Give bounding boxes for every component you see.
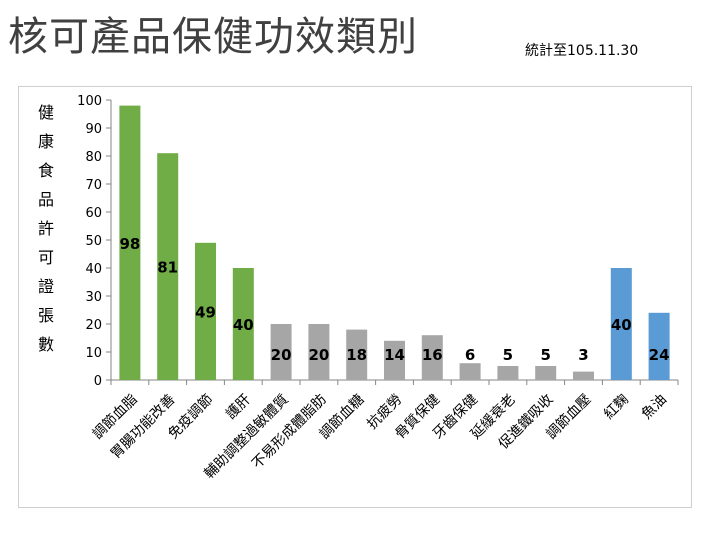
date-note: 統計至105.11.30 bbox=[525, 43, 639, 59]
bar bbox=[270, 324, 292, 380]
data-label: 16 bbox=[422, 346, 443, 364]
bar bbox=[648, 312, 670, 380]
bar bbox=[535, 366, 557, 380]
data-label: 14 bbox=[384, 346, 405, 364]
data-label: 6 bbox=[465, 346, 475, 364]
page-title: 核可產品保健功效類別 bbox=[8, 14, 418, 60]
category-label: 護肝 bbox=[223, 392, 254, 423]
bar bbox=[232, 268, 254, 380]
data-label: 24 bbox=[649, 346, 670, 364]
bar bbox=[119, 105, 141, 380]
bar bbox=[308, 324, 330, 380]
bar bbox=[346, 329, 368, 380]
y-tick-label: 50 bbox=[85, 234, 102, 249]
data-label: 20 bbox=[308, 346, 329, 364]
y-tick-label: 80 bbox=[85, 150, 102, 165]
data-label: 18 bbox=[346, 346, 367, 364]
data-label: 3 bbox=[578, 346, 588, 364]
data-label: 49 bbox=[195, 303, 216, 321]
data-label: 5 bbox=[540, 346, 550, 364]
y-tick-label: 90 bbox=[85, 122, 102, 137]
y-tick-label: 100 bbox=[77, 94, 102, 109]
bar bbox=[157, 153, 179, 380]
data-label: 40 bbox=[611, 316, 632, 334]
bar bbox=[384, 340, 405, 380]
data-label: 40 bbox=[233, 316, 254, 334]
bar bbox=[421, 335, 443, 380]
category-label: 紅麴 bbox=[601, 392, 632, 423]
y-tick-label: 60 bbox=[85, 206, 102, 221]
bar bbox=[195, 242, 216, 380]
bar bbox=[459, 363, 481, 380]
data-label: 20 bbox=[271, 346, 292, 364]
y-tick-label: 40 bbox=[85, 262, 102, 277]
y-tick-label: 20 bbox=[85, 318, 102, 333]
data-label: 5 bbox=[503, 346, 513, 364]
data-label: 81 bbox=[157, 259, 178, 277]
y-axis-label: 健康食品許可證張數 bbox=[37, 103, 54, 354]
bar bbox=[497, 366, 519, 380]
bar bbox=[610, 268, 632, 380]
data-label: 98 bbox=[119, 235, 140, 253]
y-tick-label: 10 bbox=[85, 346, 102, 361]
category-label: 魚油 bbox=[639, 392, 670, 423]
bar bbox=[573, 371, 594, 380]
y-tick-label: 30 bbox=[85, 290, 102, 305]
y-tick-label: 0 bbox=[94, 374, 102, 389]
y-tick-label: 70 bbox=[85, 178, 102, 193]
